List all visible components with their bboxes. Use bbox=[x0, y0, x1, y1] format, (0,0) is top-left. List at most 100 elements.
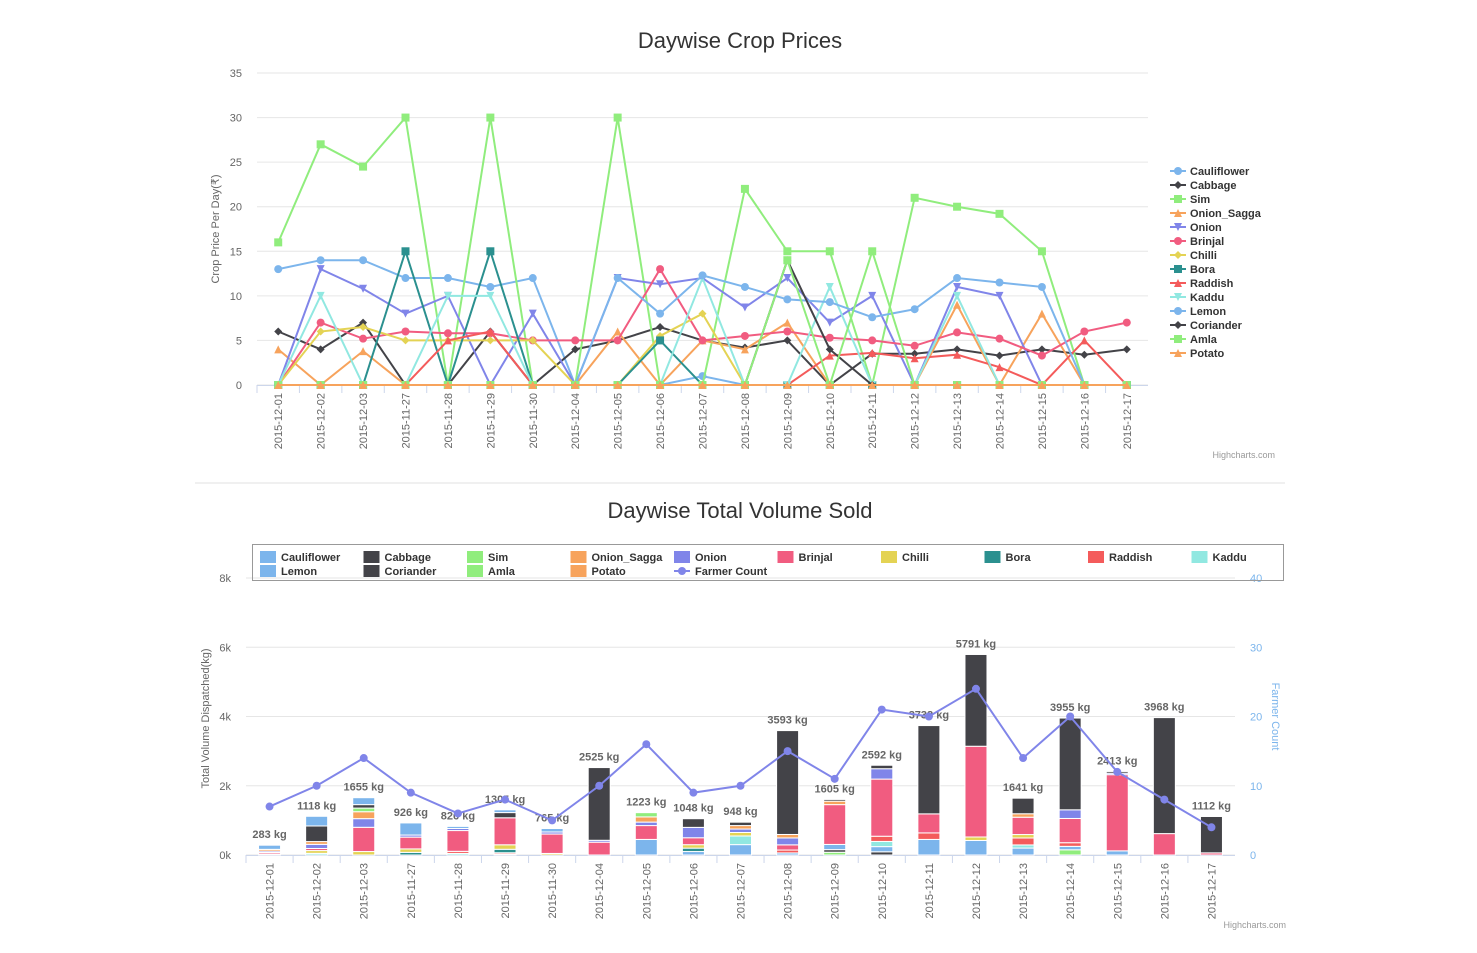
data-point bbox=[613, 381, 622, 389]
data-point bbox=[571, 336, 580, 345]
x-tick-label: 2015-12-10 bbox=[877, 863, 889, 919]
data-point bbox=[995, 363, 1004, 372]
stack-label: 283 kg bbox=[252, 829, 286, 841]
data-point bbox=[825, 298, 834, 307]
legend-symbol bbox=[1088, 551, 1104, 563]
y-tick-label: 6k bbox=[219, 642, 231, 654]
data-point bbox=[359, 162, 368, 171]
y2-axis-title: Farmer Count bbox=[1269, 683, 1281, 751]
bar-segment bbox=[1152, 717, 1176, 835]
x-tick-label: 2015-12-06 bbox=[655, 393, 667, 449]
legend-label: Cauliflower bbox=[281, 552, 341, 564]
data-point bbox=[401, 274, 410, 283]
data-point bbox=[910, 381, 919, 389]
data-point bbox=[613, 327, 622, 336]
bar-segment bbox=[776, 833, 800, 839]
bar-segment bbox=[352, 807, 376, 813]
data-point bbox=[783, 318, 792, 327]
y2-tick-label: 0 bbox=[1250, 850, 1256, 862]
bar-segment bbox=[681, 851, 705, 856]
bar-segment bbox=[823, 843, 847, 851]
data-point bbox=[359, 754, 368, 763]
legend-label: Amla bbox=[488, 566, 516, 578]
data-point bbox=[924, 712, 933, 721]
data-point bbox=[443, 329, 452, 338]
data-point bbox=[953, 282, 962, 291]
legend-symbol bbox=[1174, 335, 1182, 343]
legend-label: Bora bbox=[1006, 552, 1032, 564]
stack-label: 3593 kg bbox=[767, 715, 807, 727]
bar-segment bbox=[352, 797, 376, 806]
legend-box bbox=[252, 544, 1284, 581]
data-point bbox=[571, 381, 580, 389]
bar-segment bbox=[964, 745, 988, 838]
y-tick-label: 0 bbox=[236, 380, 242, 392]
legend-symbol bbox=[777, 551, 794, 563]
chart-title: Daywise Total Volume Sold bbox=[608, 498, 873, 523]
bar-segment bbox=[587, 841, 611, 856]
bar-segment bbox=[493, 809, 517, 814]
legend-label: Farmer Count bbox=[695, 566, 767, 578]
legend-label: Cabbage bbox=[1190, 180, 1236, 192]
x-tick-label: 2015-12-08 bbox=[783, 863, 795, 919]
y-tick-label: 30 bbox=[230, 113, 242, 125]
data-point bbox=[1080, 327, 1089, 336]
data-point bbox=[953, 381, 962, 389]
y-axis-title: Crop Price Per Day(₹) bbox=[210, 174, 222, 283]
data-point bbox=[1037, 381, 1046, 389]
bar-segment bbox=[1058, 849, 1082, 856]
data-point bbox=[953, 350, 962, 359]
x-tick-label: 2015-12-03 bbox=[358, 393, 370, 449]
bar-segment bbox=[1105, 774, 1129, 852]
data-point bbox=[274, 381, 283, 389]
data-point bbox=[698, 271, 707, 280]
data-point bbox=[359, 318, 368, 327]
x-tick-label: 2015-12-13 bbox=[952, 393, 964, 449]
data-point bbox=[783, 274, 792, 283]
bar-segment bbox=[681, 844, 705, 849]
x-tick-label: 2015-11-28 bbox=[453, 863, 465, 918]
data-point bbox=[783, 381, 792, 389]
bar-segment bbox=[870, 840, 894, 848]
data-point bbox=[698, 309, 707, 318]
data-point bbox=[825, 247, 834, 256]
data-point bbox=[995, 291, 1004, 300]
data-point bbox=[316, 381, 325, 389]
bar-segment bbox=[917, 725, 941, 815]
data-point bbox=[359, 284, 368, 293]
legend-symbol bbox=[1174, 181, 1182, 189]
legend-symbol bbox=[984, 551, 1001, 563]
legend-symbol bbox=[467, 565, 483, 577]
legend-symbol bbox=[1174, 307, 1182, 315]
legend-label: Sim bbox=[1190, 194, 1210, 206]
bar-segment bbox=[1011, 847, 1035, 856]
data-point bbox=[642, 740, 651, 749]
data-point bbox=[825, 333, 834, 342]
bar-segment bbox=[634, 821, 658, 827]
data-point bbox=[868, 247, 877, 256]
data-point bbox=[548, 816, 557, 825]
legend-label: Kaddu bbox=[1213, 552, 1247, 564]
y2-tick-label: 40 bbox=[1250, 573, 1262, 585]
data-point bbox=[486, 291, 495, 300]
data-point bbox=[486, 113, 495, 122]
x-tick-label: 2015-12-04 bbox=[594, 863, 606, 919]
bar-segment bbox=[493, 817, 517, 846]
data-point bbox=[443, 381, 452, 389]
bar-segment bbox=[681, 847, 705, 853]
x-tick-label: 2015-12-04 bbox=[570, 393, 582, 449]
bar-segment bbox=[823, 798, 847, 802]
data-point bbox=[316, 265, 325, 274]
legend-label: Onion bbox=[1190, 222, 1222, 234]
data-point bbox=[910, 341, 919, 350]
x-tick-label: 2015-12-12 bbox=[971, 863, 983, 919]
legend-symbol bbox=[1174, 321, 1182, 329]
x-tick-label: 2015-12-02 bbox=[316, 393, 328, 449]
data-point bbox=[613, 113, 622, 122]
data-point bbox=[1080, 350, 1089, 359]
legend-symbol bbox=[678, 567, 686, 575]
bar-segment bbox=[776, 844, 800, 851]
x-tick-label: 2015-12-17 bbox=[1122, 393, 1134, 449]
data-point bbox=[783, 336, 792, 345]
